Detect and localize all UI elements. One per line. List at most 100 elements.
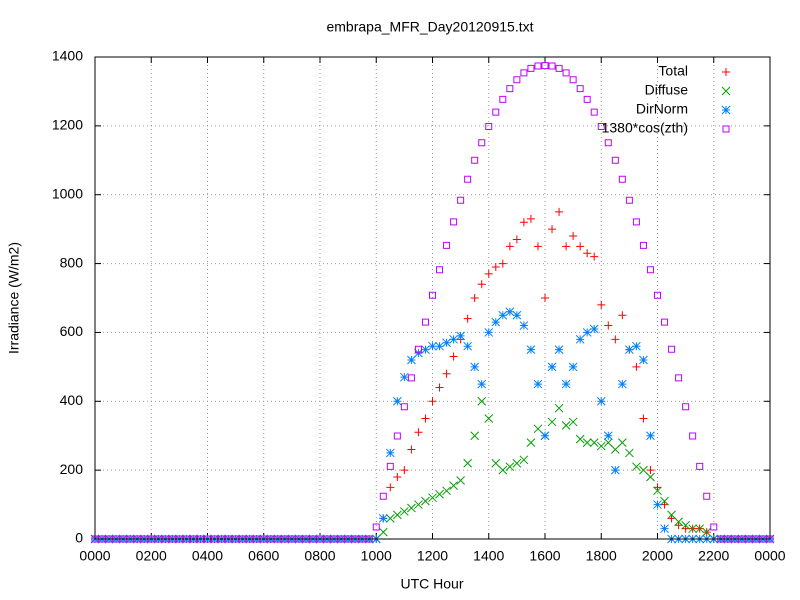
data-point bbox=[414, 345, 422, 353]
data-point bbox=[506, 85, 514, 93]
data-point bbox=[625, 345, 634, 354]
data-point bbox=[668, 345, 676, 353]
data-point bbox=[596, 396, 606, 406]
data-point bbox=[519, 321, 529, 330]
data-point bbox=[576, 85, 584, 93]
data-point bbox=[204, 535, 211, 543]
data-point bbox=[400, 466, 409, 475]
data-point bbox=[505, 242, 514, 251]
data-point bbox=[91, 535, 99, 543]
data-point bbox=[168, 535, 176, 543]
data-point bbox=[589, 438, 599, 447]
legend-marker bbox=[722, 68, 730, 76]
data-point bbox=[660, 500, 669, 509]
data-point bbox=[471, 156, 479, 164]
data-point bbox=[710, 523, 718, 531]
data-point bbox=[485, 123, 493, 131]
data-point bbox=[491, 458, 501, 468]
data-point bbox=[568, 362, 578, 372]
data-point bbox=[759, 535, 767, 543]
data-point bbox=[603, 438, 613, 447]
data-point bbox=[478, 139, 486, 147]
data-point bbox=[653, 486, 662, 496]
data-point bbox=[604, 139, 612, 147]
data-point bbox=[512, 235, 521, 244]
data-point bbox=[378, 513, 388, 523]
data-point bbox=[421, 345, 430, 354]
data-point bbox=[400, 403, 408, 411]
data-point bbox=[428, 341, 437, 351]
data-point bbox=[182, 535, 190, 543]
data-point bbox=[688, 524, 698, 534]
x-tick-label: 2200 bbox=[698, 548, 729, 564]
data-point bbox=[660, 496, 669, 506]
legend-label: Diffuse bbox=[645, 82, 689, 98]
x-tick-label: 2000 bbox=[642, 548, 673, 564]
data-point bbox=[617, 379, 627, 389]
data-point bbox=[498, 310, 508, 320]
data-point bbox=[274, 535, 282, 543]
data-point bbox=[674, 521, 683, 530]
data-point bbox=[295, 535, 303, 543]
data-point bbox=[519, 218, 528, 227]
data-point bbox=[147, 535, 155, 543]
data-point bbox=[470, 362, 480, 372]
data-point bbox=[161, 535, 169, 543]
data-point bbox=[617, 438, 627, 447]
y-axis-label: Irradiance (W/m2) bbox=[6, 242, 22, 354]
data-point bbox=[365, 535, 373, 543]
data-point bbox=[309, 535, 317, 543]
legend-label: Total bbox=[658, 63, 688, 79]
data-point bbox=[378, 527, 388, 537]
data-point bbox=[154, 535, 162, 543]
data-point bbox=[639, 414, 648, 423]
data-point bbox=[527, 64, 535, 72]
data-point bbox=[464, 175, 472, 183]
data-point bbox=[661, 318, 669, 326]
data-point bbox=[618, 175, 626, 183]
data-point bbox=[457, 196, 465, 204]
data-point bbox=[682, 403, 690, 411]
data-point bbox=[421, 496, 430, 506]
data-point bbox=[498, 465, 508, 475]
data-point bbox=[745, 535, 753, 543]
data-point bbox=[582, 438, 592, 447]
y-tick-label: 600 bbox=[60, 323, 84, 339]
data-point bbox=[610, 445, 620, 454]
data-point bbox=[575, 334, 585, 344]
data-point bbox=[660, 524, 669, 534]
data-point bbox=[555, 207, 564, 216]
data-point bbox=[752, 535, 760, 543]
data-point bbox=[392, 396, 402, 406]
data-point bbox=[597, 300, 606, 309]
y-tick-label: 400 bbox=[60, 392, 84, 408]
data-point bbox=[351, 535, 359, 543]
data-point bbox=[667, 514, 676, 523]
data-point bbox=[463, 458, 473, 468]
data-point bbox=[766, 535, 774, 543]
data-point bbox=[491, 263, 500, 272]
data-point bbox=[330, 535, 338, 543]
data-point bbox=[442, 486, 451, 496]
data-point bbox=[246, 535, 254, 543]
data-point bbox=[260, 535, 268, 543]
data-point bbox=[554, 403, 564, 413]
data-point bbox=[611, 335, 620, 344]
data-point bbox=[288, 535, 296, 543]
data-point bbox=[436, 266, 444, 274]
data-point bbox=[618, 311, 627, 320]
data-point bbox=[98, 535, 106, 543]
data-point bbox=[344, 535, 352, 543]
data-point bbox=[428, 397, 437, 406]
data-point bbox=[639, 355, 648, 365]
data-point bbox=[703, 492, 711, 500]
data-point bbox=[477, 396, 487, 406]
data-point bbox=[533, 424, 543, 434]
data-point bbox=[646, 431, 655, 441]
data-point bbox=[738, 535, 746, 543]
data-point bbox=[702, 527, 712, 537]
data-point bbox=[133, 535, 141, 543]
data-point bbox=[646, 466, 655, 475]
